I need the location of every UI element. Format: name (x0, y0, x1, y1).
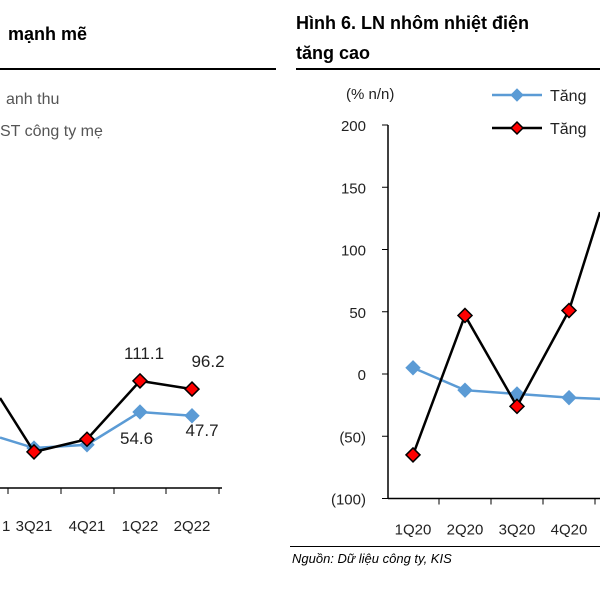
right-legend-label: Tăng (550, 121, 586, 138)
right-series-point-0 (561, 389, 577, 406)
right-series-point-1 (456, 307, 474, 324)
right-series-point-0 (405, 360, 421, 376)
right-y-tick-label: 150 (341, 180, 366, 197)
right-chart-title-line1: Hình 6. LN nhôm nhiệt điện (296, 13, 529, 33)
right-y-tick-label: 0 (358, 367, 366, 384)
right-series-point-1 (508, 398, 526, 415)
left-series-line-profit (0, 379, 193, 454)
left-x-tick-label: 3Q21 (16, 518, 53, 535)
right-y-axis-label: (% n/n) (346, 86, 394, 103)
right-chart-title-line2: tăng cao (296, 43, 371, 63)
left-series-point-revenue (184, 408, 200, 424)
right-series-line-1 (411, 211, 600, 456)
right-y-tick-label: (100) (331, 492, 366, 509)
right-series-point-0 (457, 382, 473, 398)
left-x-tick-label: 4Q21 (69, 518, 106, 535)
right-series-point-1 (560, 302, 578, 319)
left-data-label: 111.1 (124, 344, 164, 363)
right-x-tick-label: 4Q20 (551, 522, 588, 539)
right-x-tick-label: 3Q20 (499, 522, 536, 539)
left-title-rule (0, 68, 276, 70)
right-x-tick-label: 2Q20 (447, 522, 484, 539)
left-series-point-revenue (132, 404, 148, 420)
left-chart-title: mạnh mẽ (8, 24, 88, 44)
source-note: Nguồn: Dữ liệu công ty, KIS (292, 551, 452, 566)
right-y-tick-label: 100 (341, 243, 366, 260)
left-chart: 1 3Q21 4Q21 1Q22 2Q22 anh thu ST công ty mẹ 111… (0, 91, 225, 535)
left-data-label: 96.2 (191, 352, 224, 371)
right-x-tick-label: 1Q20 (395, 522, 432, 539)
right-y-tick-label: 200 (341, 118, 366, 135)
right-y-tick-label: 50 (349, 305, 366, 322)
left-series-point-profit (131, 372, 149, 389)
left-data-label: 54.6 (120, 429, 153, 448)
left-legend-label: ST công ty mẹ (0, 123, 103, 140)
right-legend-marker-0 (510, 88, 524, 102)
left-series-point-profit (183, 381, 201, 398)
right-title-rule (296, 68, 600, 70)
right-chart: 200 150 100 50 0 (50) (100) 1Q20 2Q20 3Q20 4Q20 (% … (331, 86, 600, 539)
left-series-point-profit (25, 443, 43, 460)
right-legend-label: Tăng (550, 88, 586, 105)
source-rule (290, 546, 600, 547)
right-series-point-1 (404, 446, 422, 463)
left-legend-label: anh thu (6, 91, 59, 108)
left-x-tick-label: 1Q22 (122, 518, 159, 535)
left-data-label: 47.7 (185, 421, 218, 440)
left-x-tick-label: 2Q22 (174, 518, 211, 535)
right-y-tick-label: (50) (339, 429, 366, 446)
left-x-tick-label: 1 (2, 518, 10, 535)
left-series-point-profit (78, 431, 96, 448)
right-legend-marker-1 (509, 120, 525, 136)
